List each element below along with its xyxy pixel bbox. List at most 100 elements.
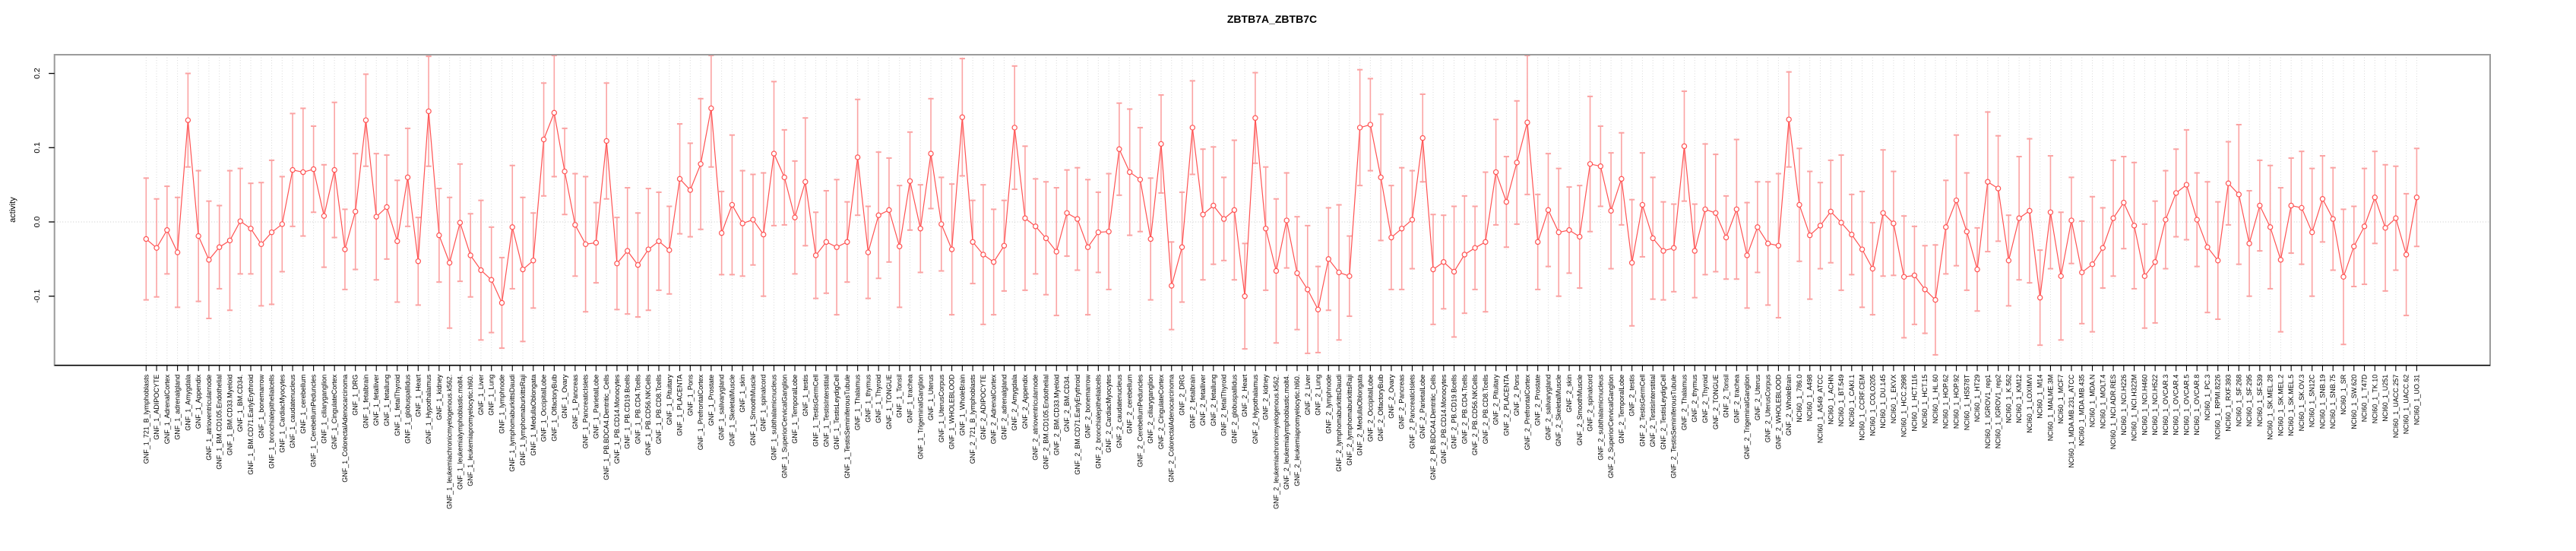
x-tick-label: NCI60_1_SK.MEL.28 — [2267, 375, 2274, 440]
grid-lines — [54, 55, 2490, 366]
x-tick-label: GNF_1_PB.CD8.Tcells — [655, 374, 663, 444]
data-point — [1472, 245, 1478, 251]
data-point — [1723, 234, 1729, 241]
x-tick-label: NCI60_1_HCT.116 — [1910, 375, 1918, 432]
data-point — [478, 267, 484, 274]
x-tick-label: GNF_2_fetalliver — [1199, 375, 1207, 426]
data-point — [1137, 176, 1144, 183]
data-point — [2089, 261, 2096, 268]
y-tick-label: 0.0 — [33, 217, 42, 228]
x-tick-label: GNF_1_fetalbrain — [362, 375, 369, 429]
x-tick-label: NCI60_1_HCC.2998 — [1900, 375, 1908, 438]
plot-border — [53, 54, 2492, 366]
x-tick-label: NCI60_1_MDA.MB.435 — [2078, 375, 2086, 446]
x-tick-label: NCI60_1_A549_ATCC — [1817, 374, 1824, 443]
data-point — [708, 105, 714, 112]
x-tick-label: GNF_1_Lung — [488, 375, 495, 416]
x-tick-label: GNF_1_TestisLeydigCell — [833, 375, 840, 450]
data-point — [1147, 236, 1154, 242]
data-point — [2361, 223, 2368, 230]
x-tick-label: GNF_1_lymphomaburkittsDaudi — [508, 375, 516, 472]
x-tick-label: GNF_2_adrenalgland — [1000, 375, 1008, 440]
data-point — [1744, 252, 1750, 258]
data-point — [1849, 231, 1855, 238]
data-point — [781, 174, 787, 181]
data-point — [2173, 190, 2179, 196]
data-point — [582, 241, 589, 248]
data-point — [2163, 217, 2169, 223]
data-point — [2079, 269, 2085, 276]
x-tick-label: GNF_2_skin — [1565, 375, 1573, 413]
data-point — [1932, 296, 1938, 303]
x-tick-label: GNF_2_Thalamus — [1680, 374, 1688, 430]
data-point — [614, 261, 620, 267]
data-point — [300, 169, 306, 176]
x-tick-label: GNF_2_WHOLEBLOOD — [1774, 374, 1782, 449]
x-tick-label: GNF_1_PB.CD4.Tcells — [634, 374, 641, 444]
data-point — [489, 277, 495, 283]
data-point — [2110, 215, 2116, 221]
data-point — [948, 246, 955, 252]
data-point — [2100, 245, 2106, 251]
data-point — [1807, 232, 1813, 239]
data-point — [1367, 122, 1374, 128]
x-tick-label: GNF_1_TrigeminalGanglion — [916, 375, 924, 460]
data-point — [2016, 215, 2022, 221]
data-point — [938, 221, 945, 227]
data-point — [1702, 206, 1708, 213]
x-tick-label: GNF_1_leukemiachronicmyelogenous.k562. — [446, 375, 454, 509]
x-tick-label: GNF_1_PLACENTA — [676, 375, 684, 436]
data-point — [666, 247, 672, 253]
data-point — [457, 220, 464, 226]
x-tick-label: NCI60_1_SK.MEL.5 — [2287, 375, 2295, 436]
x-tick-label: GNF_2_AdrenalCortex — [990, 374, 998, 444]
x-tick-label: NCI60_1_LOXIMVI — [2026, 375, 2033, 433]
data-point — [1169, 283, 1175, 289]
x-tick-label: NCI60_1_MCF7 — [2057, 375, 2065, 424]
data-point — [1210, 202, 1217, 209]
x-tick-label: GNF_1_PB.CD56.NKCells — [644, 374, 652, 455]
data-point — [1660, 248, 1666, 254]
data-point — [331, 166, 337, 173]
data-point — [143, 236, 149, 242]
x-tick-label: GNF_1_bronchialepithelialcells — [268, 374, 276, 469]
x-tick-label: GNF_2_Heart — [1241, 374, 1248, 417]
data-point — [625, 248, 631, 254]
x-tick-label: NCI60_1_IGROV1_rep1 — [1984, 375, 1992, 449]
data-point — [1922, 287, 1928, 293]
data-point — [676, 176, 683, 182]
data-point — [2194, 217, 2200, 223]
y-axis-label: activity — [8, 197, 17, 223]
data-point — [1691, 248, 1698, 254]
x-tick-label: GNF_2_Appendix — [1021, 374, 1029, 429]
data-point — [1441, 259, 1447, 265]
data-point — [1775, 242, 1782, 249]
x-tick-label: GNF_2_trachea — [1733, 375, 1740, 423]
data-point — [970, 239, 976, 245]
data-point — [2225, 180, 2232, 186]
x-tick-label: NCI60_1_786.0 — [1796, 375, 1803, 423]
data-point — [1545, 207, 1552, 214]
data-point — [897, 243, 903, 249]
data-point — [362, 117, 369, 123]
data-point — [226, 237, 233, 244]
data-point — [823, 239, 830, 245]
x-tick-label: NCI60_1_T47D — [2361, 374, 2369, 422]
data-point — [2351, 243, 2357, 249]
error-bars — [143, 55, 2419, 356]
x-tick-label: GNF_1_ParietalLobe — [592, 375, 600, 439]
x-tick-label: NCI60_1_MDA.N — [2089, 375, 2097, 428]
data-point — [1294, 270, 1300, 277]
x-tick-label: GNF_1_TestisInterstitial — [822, 375, 830, 448]
x-tick-label: NCI60_1_EKVX — [1890, 375, 1897, 424]
data-point — [2183, 182, 2190, 188]
data-point — [1817, 223, 1824, 229]
data-point — [928, 150, 934, 157]
data-point — [1231, 207, 1238, 214]
x-tick-label: GNF_2_Tonsil — [1723, 375, 1730, 418]
x-tick-label: GNF_1_atrioventricularnode — [205, 375, 213, 461]
x-tick-label: NCI60_1_M14 — [2036, 375, 2044, 419]
data-point — [1419, 135, 1426, 141]
x-tick-label: GNF_2_SmoothMuscle — [1576, 375, 1584, 446]
